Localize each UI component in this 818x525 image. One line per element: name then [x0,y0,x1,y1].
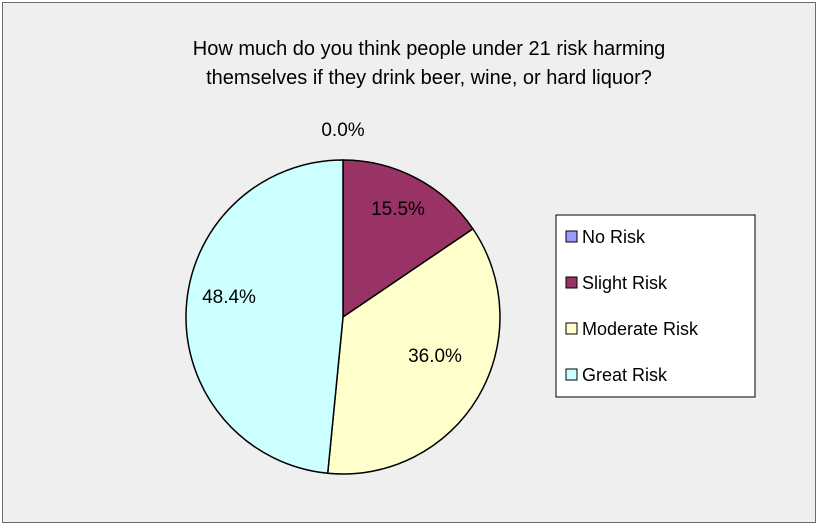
slice-label-slight-risk: 15.5% [371,199,425,220]
legend-label-no-risk: No Risk [582,227,646,247]
chart-title-line-2: themselves if they drink beer, wine, or … [206,67,652,89]
pie-slices [185,159,501,475]
pie-slice-great-risk [185,159,344,475]
legend-label-moderate-risk: Moderate Risk [582,319,699,339]
pie-slice-moderate-risk [326,227,501,475]
slice-label-great-risk: 48.4% [202,287,256,308]
slice-labels: 0.0% 15.5% 36.0% 48.4% [202,120,462,367]
legend-swatch-no-risk [565,230,578,243]
chart-title: How much do you think people under 21 ri… [193,38,665,89]
legend-label-slight-risk: Slight Risk [582,273,668,293]
legend-swatch-moderate-risk [565,322,578,335]
legend-label-great-risk: Great Risk [582,365,668,385]
legend-swatch-great-risk [565,368,578,381]
legend-box [555,214,756,398]
legend-swatch-slight-risk [565,276,578,289]
slice-label-moderate-risk: 36.0% [408,346,462,367]
slice-label-no-risk: 0.0% [321,120,364,141]
chart-title-line-1: How much do you think people under 21 ri… [193,38,665,60]
pie-slice-slight-risk [342,159,474,319]
legend: No Risk Slight Risk Moderate Risk Great Ris… [555,214,756,398]
